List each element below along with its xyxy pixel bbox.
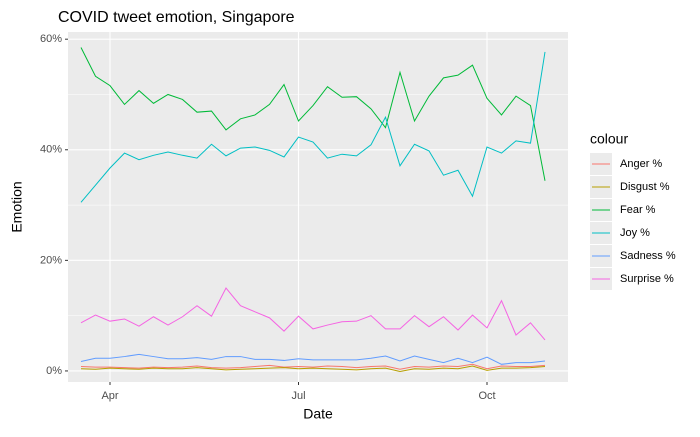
legend-label: Joy % (620, 227, 650, 239)
y-axis-label: Emotion (9, 181, 25, 232)
series-line (80, 353, 546, 365)
y-tick-label: 60% (40, 33, 62, 45)
series-line (80, 365, 546, 373)
y-tick-label: 40% (40, 144, 62, 156)
legend-label: Anger % (620, 158, 662, 170)
x-tick-label: Apr (101, 390, 118, 402)
x-tick-label: Oct (478, 390, 495, 402)
legend-label: Sadness % (620, 250, 676, 262)
y-tick-label: 0% (46, 365, 62, 377)
x-axis-label: Date (303, 406, 333, 422)
legend-label: Disgust % (620, 181, 670, 193)
legend-label: Fear % (620, 204, 656, 216)
panel (68, 32, 568, 382)
legend-title: colour (590, 131, 628, 147)
series-line (80, 287, 546, 341)
series-line (80, 51, 546, 203)
chart-title: COVID tweet emotion, Singapore (58, 9, 295, 26)
series-line (80, 363, 546, 370)
series-line (80, 47, 546, 181)
legend-label: Surprise % (620, 273, 674, 285)
x-tick-label: Jul (291, 390, 305, 402)
y-tick-label: 20% (40, 254, 62, 266)
